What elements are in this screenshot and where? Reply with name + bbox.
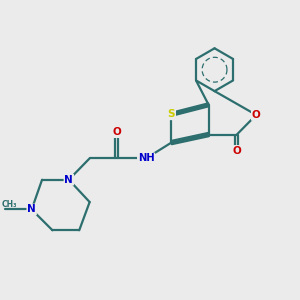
- Text: N: N: [64, 175, 73, 185]
- Text: O: O: [232, 146, 241, 156]
- Text: CH₃: CH₃: [2, 200, 17, 208]
- Text: O: O: [252, 110, 261, 120]
- Text: N: N: [27, 205, 36, 214]
- Text: NH: NH: [138, 153, 154, 163]
- Text: O: O: [112, 127, 121, 137]
- Text: S: S: [168, 109, 175, 119]
